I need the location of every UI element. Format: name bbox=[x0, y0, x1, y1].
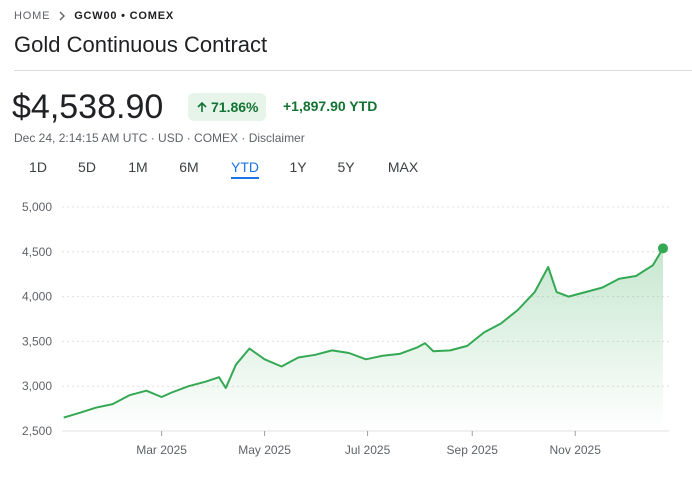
price-line bbox=[63, 247, 664, 419]
last-point bbox=[658, 243, 668, 254]
range-tab[interactable]: 1Y bbox=[289, 159, 307, 175]
change-percent: 71.86% bbox=[211, 99, 259, 115]
range-tab-underline bbox=[231, 177, 259, 179]
price: $4,538.90 bbox=[12, 88, 164, 126]
divider bbox=[14, 70, 692, 71]
range-tab[interactable]: 5Y bbox=[337, 159, 355, 175]
area bbox=[63, 248, 663, 431]
range-tab[interactable]: 1D bbox=[29, 159, 47, 175]
y-tick-label: 4,000 bbox=[22, 290, 52, 304]
y-tick-label: 5,000 bbox=[22, 200, 52, 214]
y-tick-label: 3,000 bbox=[22, 379, 52, 393]
x-tick-label: Sep 2025 bbox=[447, 443, 499, 457]
range-tab[interactable]: MAX bbox=[388, 159, 419, 175]
breadcrumb: HOME GCW00 • COMEX bbox=[14, 10, 174, 22]
x-tick-label: Mar 2025 bbox=[136, 443, 187, 457]
up-arrow-icon bbox=[197, 101, 207, 112]
breadcrumb-home[interactable]: HOME bbox=[14, 10, 51, 22]
range-tab[interactable]: 6M bbox=[179, 159, 198, 175]
x-tick-label: Nov 2025 bbox=[550, 443, 602, 457]
breadcrumb-ticker: GCW00 • COMEX bbox=[74, 10, 175, 22]
y-tick-label: 4,500 bbox=[22, 245, 52, 259]
y-tick-label: 3,500 bbox=[22, 334, 52, 348]
range-tab[interactable]: 1M bbox=[128, 159, 147, 175]
range-tab[interactable]: 5D bbox=[78, 159, 96, 175]
x-tick-label: May 2025 bbox=[238, 443, 291, 457]
chevron-icon bbox=[59, 11, 66, 21]
page-title: Gold Continuous Contract bbox=[14, 32, 268, 57]
y-tick-label: 2,500 bbox=[22, 424, 52, 438]
change-ytd: +1,897.90 YTD bbox=[283, 98, 378, 114]
x-tick-label: Jul 2025 bbox=[345, 443, 391, 457]
range-tab[interactable]: YTD bbox=[231, 159, 259, 175]
change-badge: 71.86% bbox=[188, 93, 267, 121]
quote-meta: Dec 24, 2:14:15 AM UTC · USD · COMEX · D… bbox=[14, 131, 305, 145]
